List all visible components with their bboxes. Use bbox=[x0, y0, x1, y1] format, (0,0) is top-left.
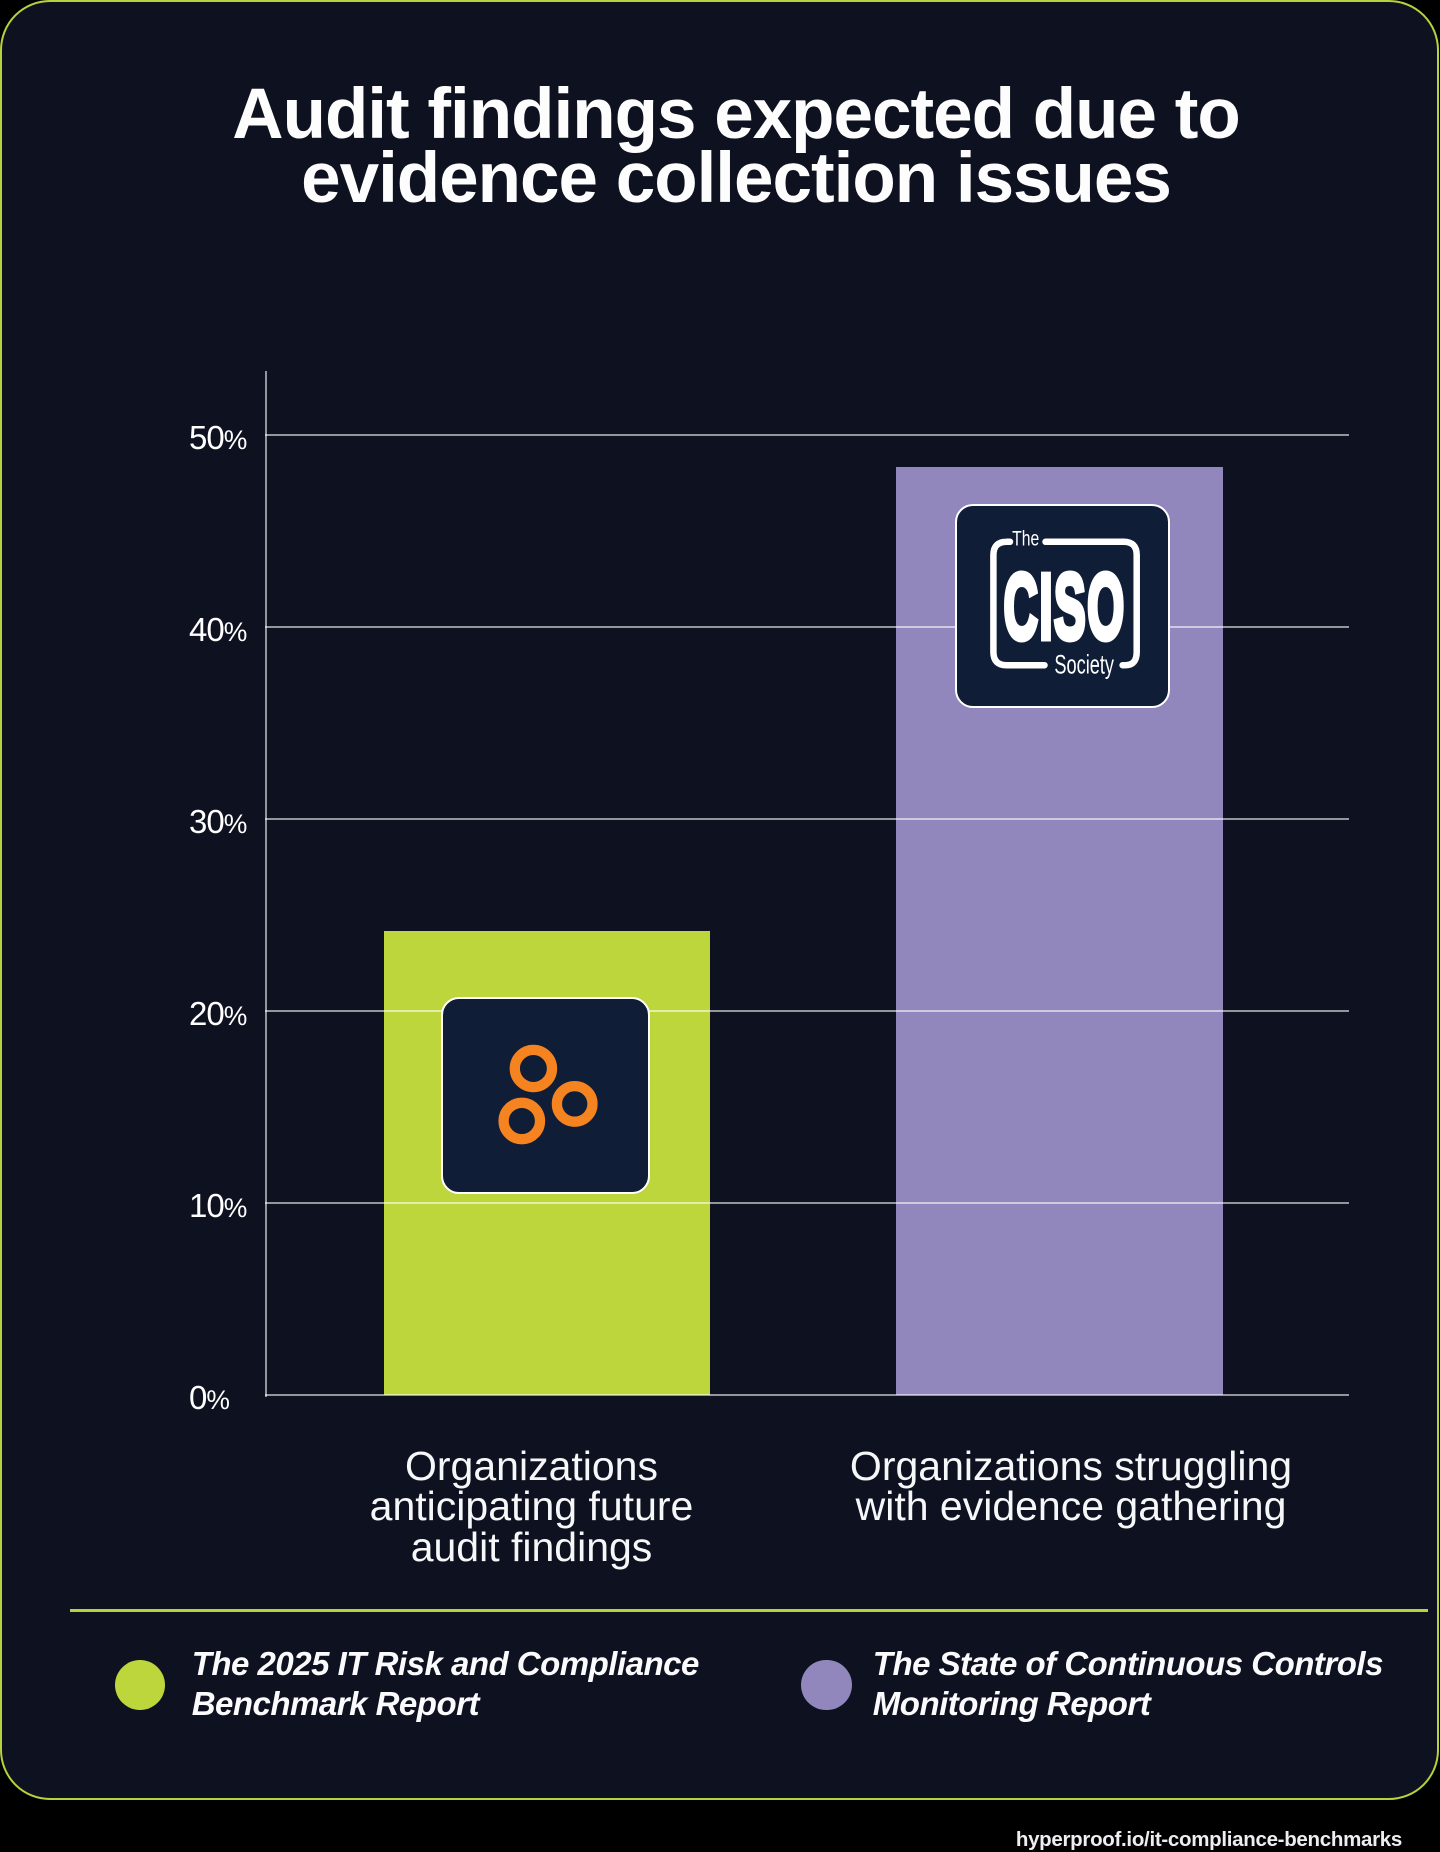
svg-text:The: The bbox=[1012, 526, 1039, 550]
svg-text:CISO: CISO bbox=[1004, 554, 1126, 659]
svg-text:Society: Society bbox=[1055, 649, 1115, 679]
